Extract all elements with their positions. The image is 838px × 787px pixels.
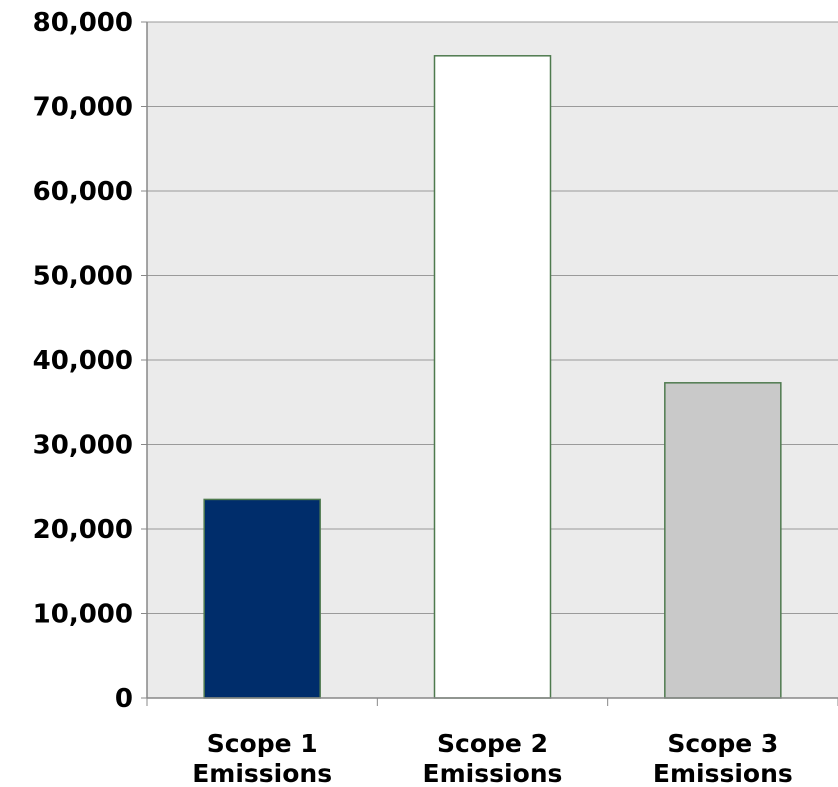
x-tick-label: Scope 2	[437, 729, 548, 758]
y-tick-label: 50,000	[33, 262, 133, 292]
y-tick-label: 70,000	[33, 93, 133, 123]
bar	[203, 498, 321, 699]
y-tick-label: 80,000	[33, 8, 133, 38]
bar	[664, 382, 782, 699]
x-tick-label: Emissions	[192, 759, 332, 787]
x-tick-label: Scope 1	[207, 729, 318, 758]
y-tick-label: 0	[115, 684, 133, 714]
x-tick-label: Scope 3	[667, 729, 778, 758]
x-tick-label: Emissions	[653, 759, 793, 787]
axes	[141, 21, 838, 706]
y-tick-label: 30,000	[33, 431, 133, 461]
y-tick-label: 40,000	[33, 346, 133, 376]
bar	[433, 55, 552, 699]
bars	[203, 55, 782, 699]
y-tick-label: 20,000	[33, 515, 133, 545]
y-tick-label: 10,000	[33, 600, 133, 630]
labels: 0 10,000 20,000 30,000 40,000 50,000 60,000 70,…	[33, 8, 793, 787]
y-tick-label: 60,000	[33, 177, 133, 207]
x-tick-label: Emissions	[423, 759, 563, 787]
